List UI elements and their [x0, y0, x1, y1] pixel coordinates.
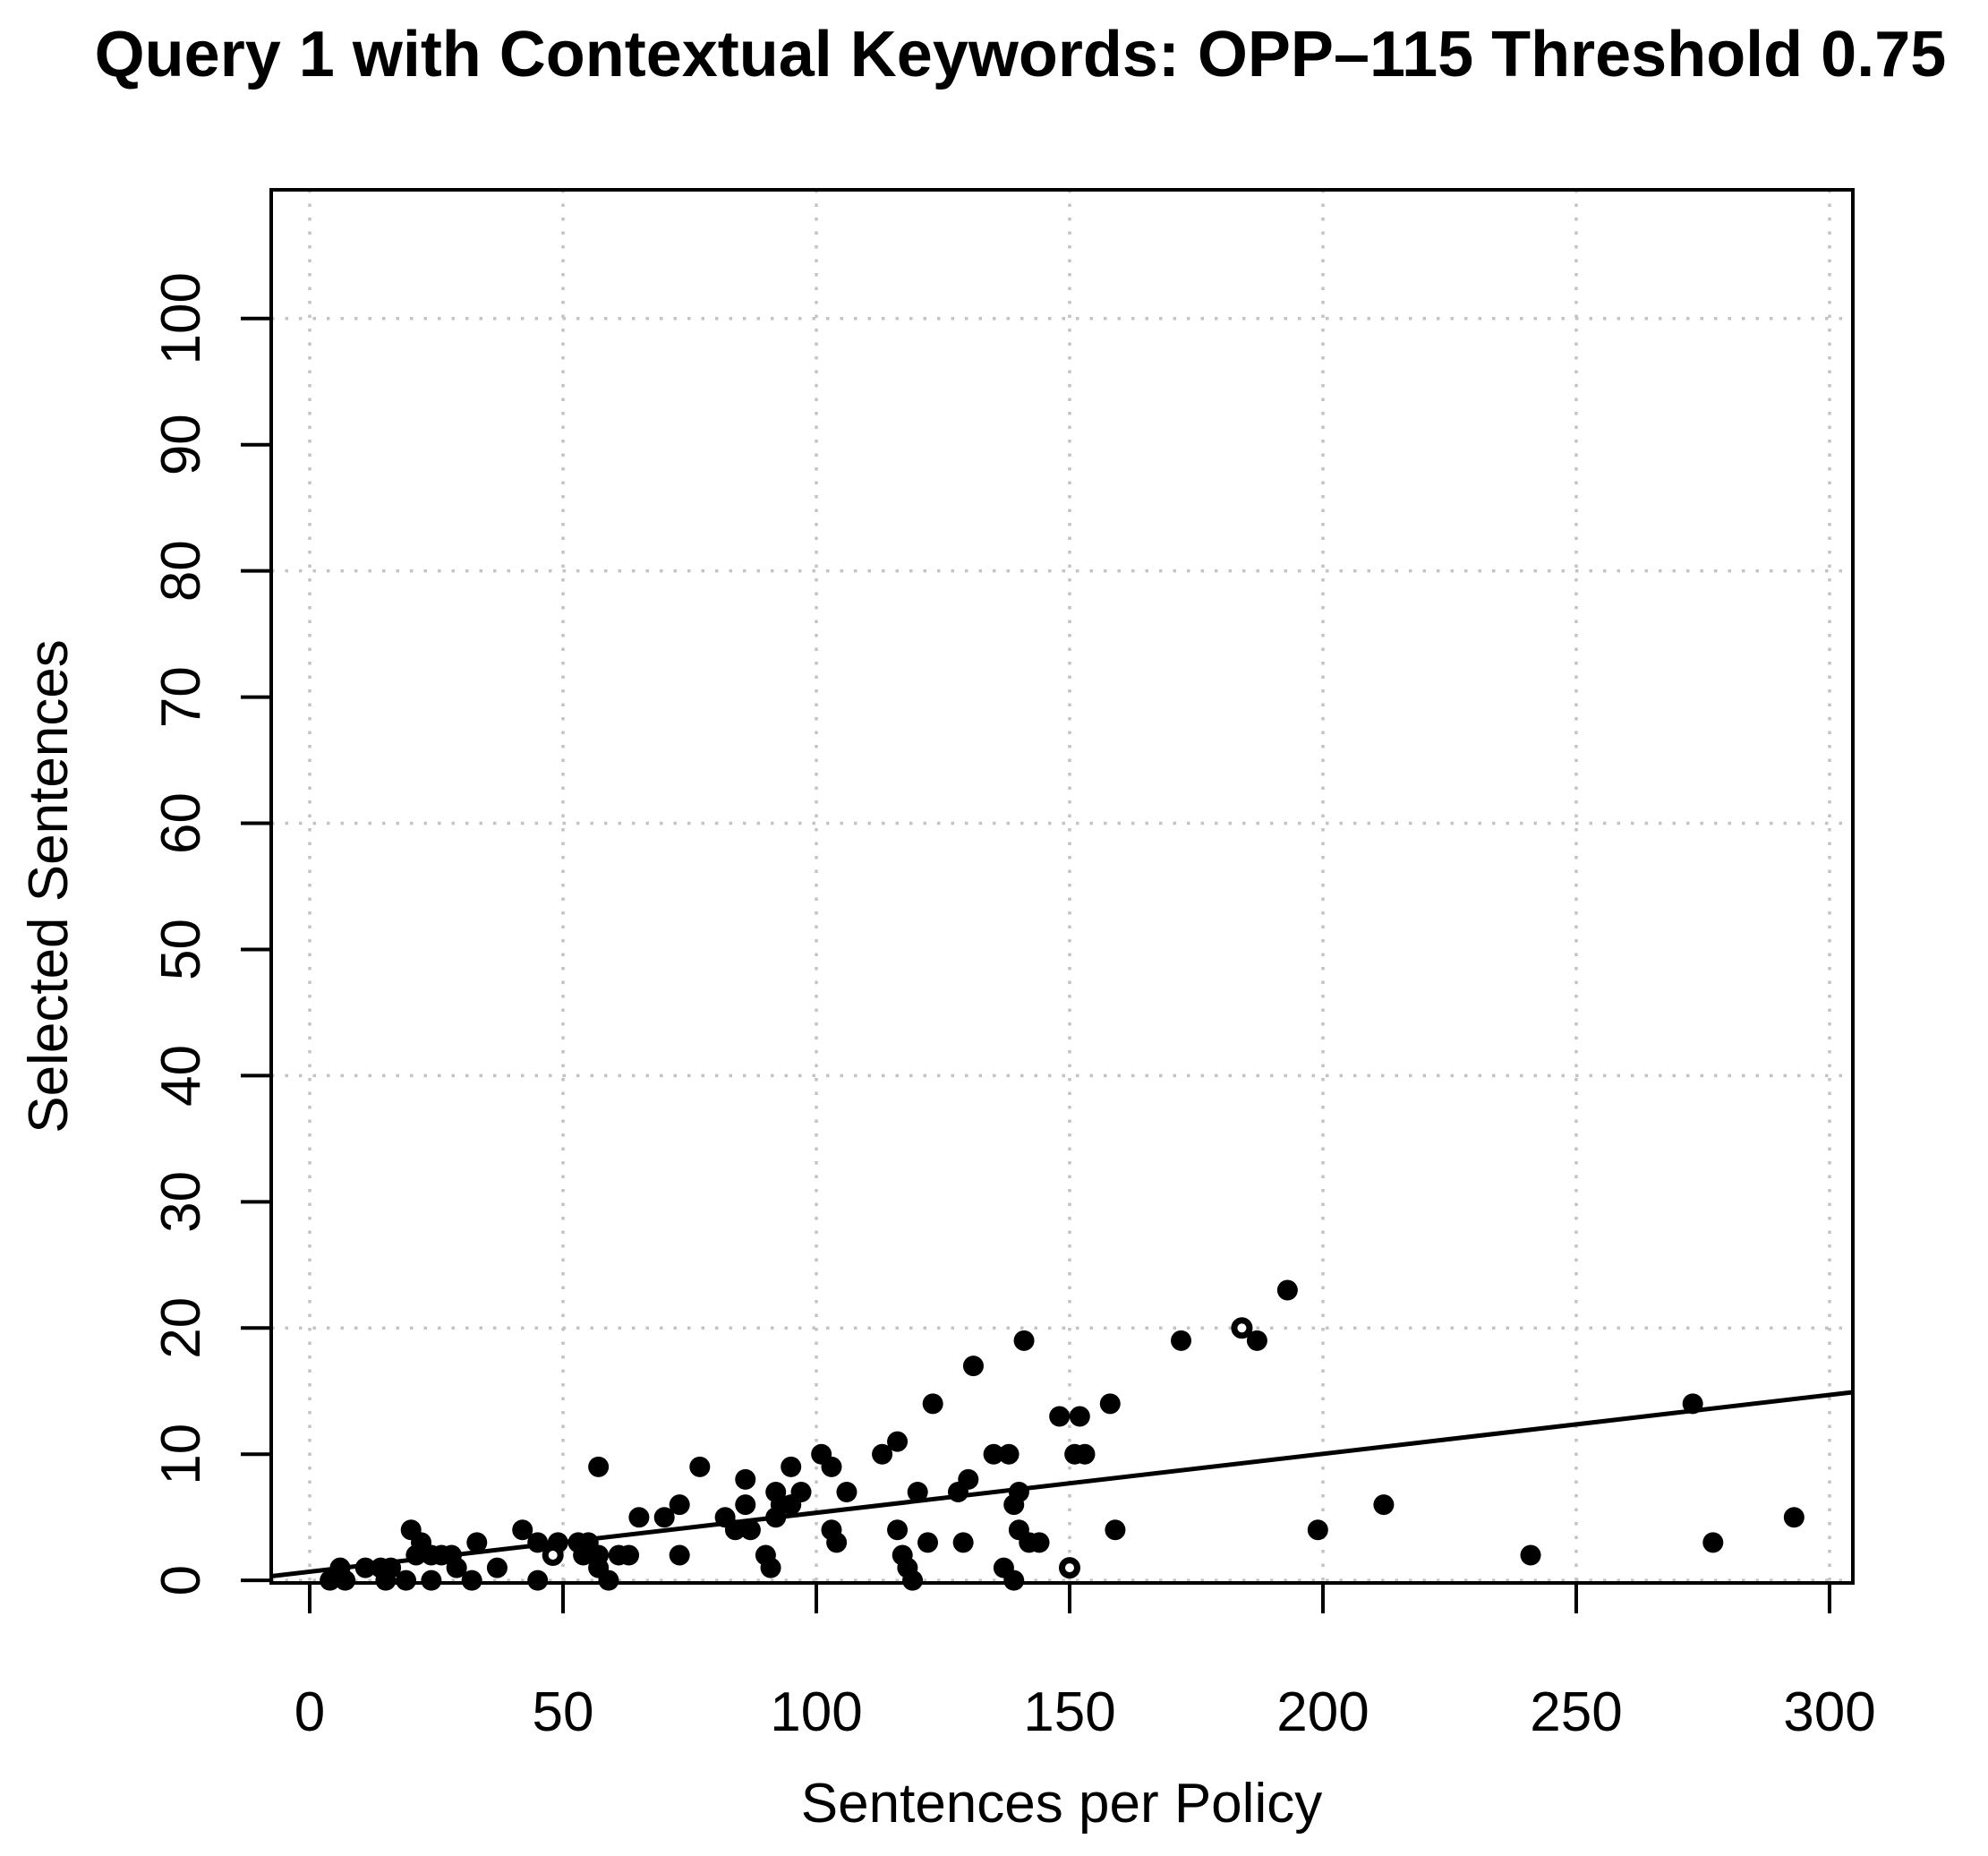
data-point	[1783, 1507, 1805, 1528]
data-point	[1008, 1482, 1029, 1503]
data-point	[1276, 1279, 1298, 1301]
data-point	[735, 1494, 756, 1516]
data-point	[461, 1569, 482, 1591]
data-point	[962, 1356, 984, 1377]
data-point	[598, 1569, 619, 1591]
data-point	[739, 1519, 761, 1541]
data-point	[836, 1482, 857, 1503]
data-point	[380, 1557, 402, 1578]
data-point	[1074, 1443, 1096, 1465]
data-point	[1013, 1330, 1035, 1351]
data-point	[1003, 1569, 1025, 1591]
data-point	[1246, 1330, 1267, 1351]
data-point	[1028, 1532, 1050, 1553]
data-point	[821, 1456, 842, 1477]
data-point	[619, 1544, 640, 1566]
y-tick-label: 20	[150, 1297, 212, 1359]
data-point	[588, 1456, 610, 1477]
data-points-layer	[320, 1279, 1805, 1591]
x-tick-label: 50	[533, 1681, 594, 1743]
data-point	[917, 1532, 939, 1553]
data-point	[887, 1431, 909, 1452]
data-point	[1682, 1393, 1703, 1415]
data-point-open	[542, 1544, 564, 1566]
plot-border	[269, 188, 1855, 1585]
data-point	[527, 1569, 549, 1591]
data-point	[527, 1532, 549, 1553]
y-tick-label: 30	[150, 1171, 212, 1233]
data-point	[446, 1557, 467, 1578]
chart-title: Query 1 with Contextual Keywords: OPP–11…	[95, 19, 1947, 90]
data-point	[1171, 1330, 1192, 1351]
data-point	[781, 1456, 802, 1477]
data-point	[486, 1557, 508, 1578]
data-point	[907, 1482, 928, 1503]
axes	[241, 188, 1855, 1613]
data-point	[1105, 1519, 1126, 1541]
data-point	[952, 1532, 974, 1553]
data-point	[735, 1468, 756, 1490]
x-tick-label: 100	[770, 1681, 862, 1743]
data-point	[396, 1569, 417, 1591]
y-tick-label: 90	[150, 414, 212, 475]
data-point	[653, 1507, 675, 1528]
y-tick-label: 50	[150, 919, 212, 980]
x-axis-label: Sentences per Policy	[801, 1773, 1322, 1835]
x-tick-label: 200	[1276, 1681, 1369, 1743]
y-tick-label: 40	[150, 1045, 212, 1107]
data-point	[887, 1519, 909, 1541]
data-point	[872, 1443, 893, 1465]
y-tick-label: 80	[150, 540, 212, 602]
y-tick-label: 0	[150, 1565, 212, 1595]
data-point	[1520, 1544, 1541, 1566]
x-tick-label: 0	[294, 1681, 325, 1743]
data-point	[1307, 1519, 1328, 1541]
grid-lines	[271, 190, 1853, 1583]
data-point	[983, 1443, 1004, 1465]
data-point	[760, 1557, 781, 1578]
y-tick-label: 60	[150, 792, 212, 854]
data-point	[689, 1456, 711, 1477]
data-point	[998, 1443, 1020, 1465]
x-tick-label: 150	[1023, 1681, 1115, 1743]
data-point	[335, 1569, 356, 1591]
data-point	[421, 1569, 442, 1591]
data-point	[512, 1519, 533, 1541]
data-point-open	[1231, 1317, 1253, 1339]
data-point	[354, 1557, 376, 1578]
data-point	[1099, 1393, 1121, 1415]
data-point	[588, 1544, 610, 1566]
data-point	[1069, 1406, 1090, 1427]
data-point	[902, 1569, 924, 1591]
y-tick-label: 10	[150, 1424, 212, 1485]
y-axis-label: Selected Sentences	[18, 639, 80, 1133]
tick-labels: 0 50 100 150 200 250 300 0 10 20 30 40 50 60 70 80 90 100	[150, 272, 1876, 1743]
data-point	[724, 1519, 746, 1541]
data-point	[628, 1507, 650, 1528]
y-tick-label: 100	[150, 272, 212, 364]
data-point-open	[1058, 1557, 1080, 1579]
data-point	[669, 1494, 690, 1516]
x-tick-label: 250	[1530, 1681, 1622, 1743]
data-point	[790, 1482, 812, 1503]
data-point	[669, 1544, 690, 1566]
y-tick-label: 70	[150, 666, 212, 728]
data-point	[1373, 1494, 1395, 1516]
data-point	[466, 1532, 488, 1553]
data-point	[922, 1393, 943, 1415]
data-point	[958, 1468, 979, 1490]
data-point	[826, 1532, 848, 1553]
data-point	[1702, 1532, 1724, 1553]
x-tick-label: 300	[1783, 1681, 1875, 1743]
data-point	[1049, 1406, 1071, 1427]
